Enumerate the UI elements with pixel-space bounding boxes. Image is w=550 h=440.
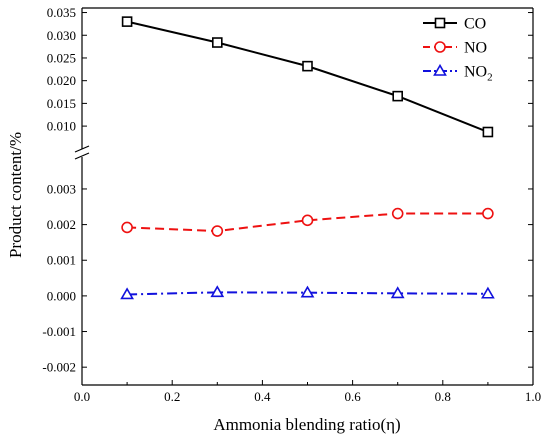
series-line-co (126, 20, 489, 133)
data-point-no (121, 221, 133, 234)
legend-marker-co (434, 17, 446, 29)
y-tick-label: 0.015 (47, 96, 76, 111)
series-layer (120, 16, 495, 300)
data-point-co (392, 90, 404, 102)
legend-label-no: NO (464, 40, 487, 57)
data-point-co (302, 60, 313, 72)
x-tick-label: 0.6 (344, 389, 361, 404)
y-tick-label: 0.020 (47, 73, 76, 88)
y-axis-title: Product content/% (6, 132, 25, 258)
series-line-no (127, 212, 488, 233)
y-tick-label: 0.025 (47, 50, 76, 65)
legend-marker-no2 (433, 63, 447, 76)
data-point-no (301, 214, 314, 227)
x-tick-label: 0.4 (254, 389, 271, 404)
legend-marker-no (434, 41, 446, 53)
x-tick-label: 0.2 (164, 389, 180, 404)
y-tick-label: 0.010 (47, 119, 76, 134)
x-tick-label: 0.0 (74, 389, 90, 404)
legend: CO NO NO2 (423, 16, 493, 84)
legend-label-no2: NO2 (464, 64, 493, 84)
y-tick-label: 0.000 (47, 288, 76, 303)
x-axis-title: Ammonia blending ratio(η) (213, 415, 400, 434)
data-point-no (211, 225, 224, 237)
y-tick-label: 0.001 (47, 253, 76, 268)
data-point-co (482, 126, 494, 138)
data-point-no2 (390, 286, 405, 299)
data-point-co (212, 37, 223, 48)
data-point-co (121, 16, 133, 27)
axes: 0.0 0.2 0.4 0.6 0.8 1.0 0.010 0.015 0.020 0.025 0.… (42, 5, 541, 404)
data-point-no2 (481, 286, 495, 299)
y-tick-label: 0.002 (47, 217, 76, 232)
x-tick-label: 1.0 (525, 389, 541, 404)
data-point-no (391, 207, 404, 220)
data-point-no2 (300, 285, 315, 298)
y-tick-label: 0.030 (47, 28, 76, 43)
data-point-no2 (120, 287, 134, 300)
y-tick-label: -0.002 (42, 360, 76, 375)
data-point-no2 (210, 285, 225, 298)
y-tick-label: -0.001 (42, 324, 76, 339)
axis-break-mark (74, 152, 90, 160)
y-tick-label: 0.035 (47, 5, 76, 20)
data-point-no (482, 207, 494, 220)
legend-label-co: CO (464, 16, 486, 33)
x-tick-label: 0.8 (435, 389, 451, 404)
axis-break-mark (74, 145, 90, 153)
y-tick-label: 0.003 (47, 181, 76, 196)
